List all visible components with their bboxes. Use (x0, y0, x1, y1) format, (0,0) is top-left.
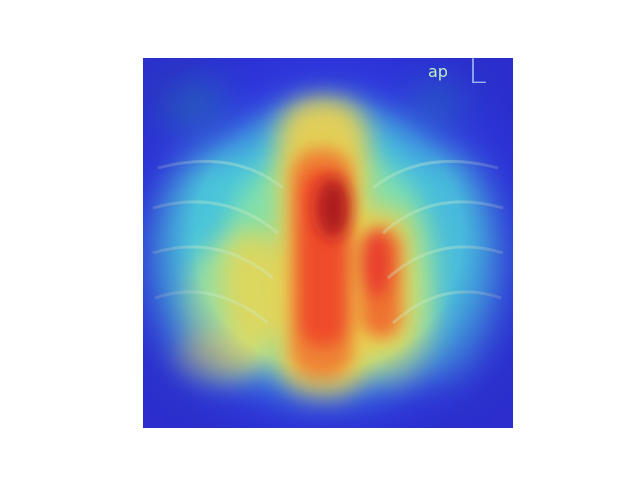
side-label: L (468, 58, 487, 92)
view-label: ap (428, 62, 448, 81)
chest-xray-heatmap: ap L (143, 58, 513, 428)
heatmap-overlay (143, 58, 513, 428)
